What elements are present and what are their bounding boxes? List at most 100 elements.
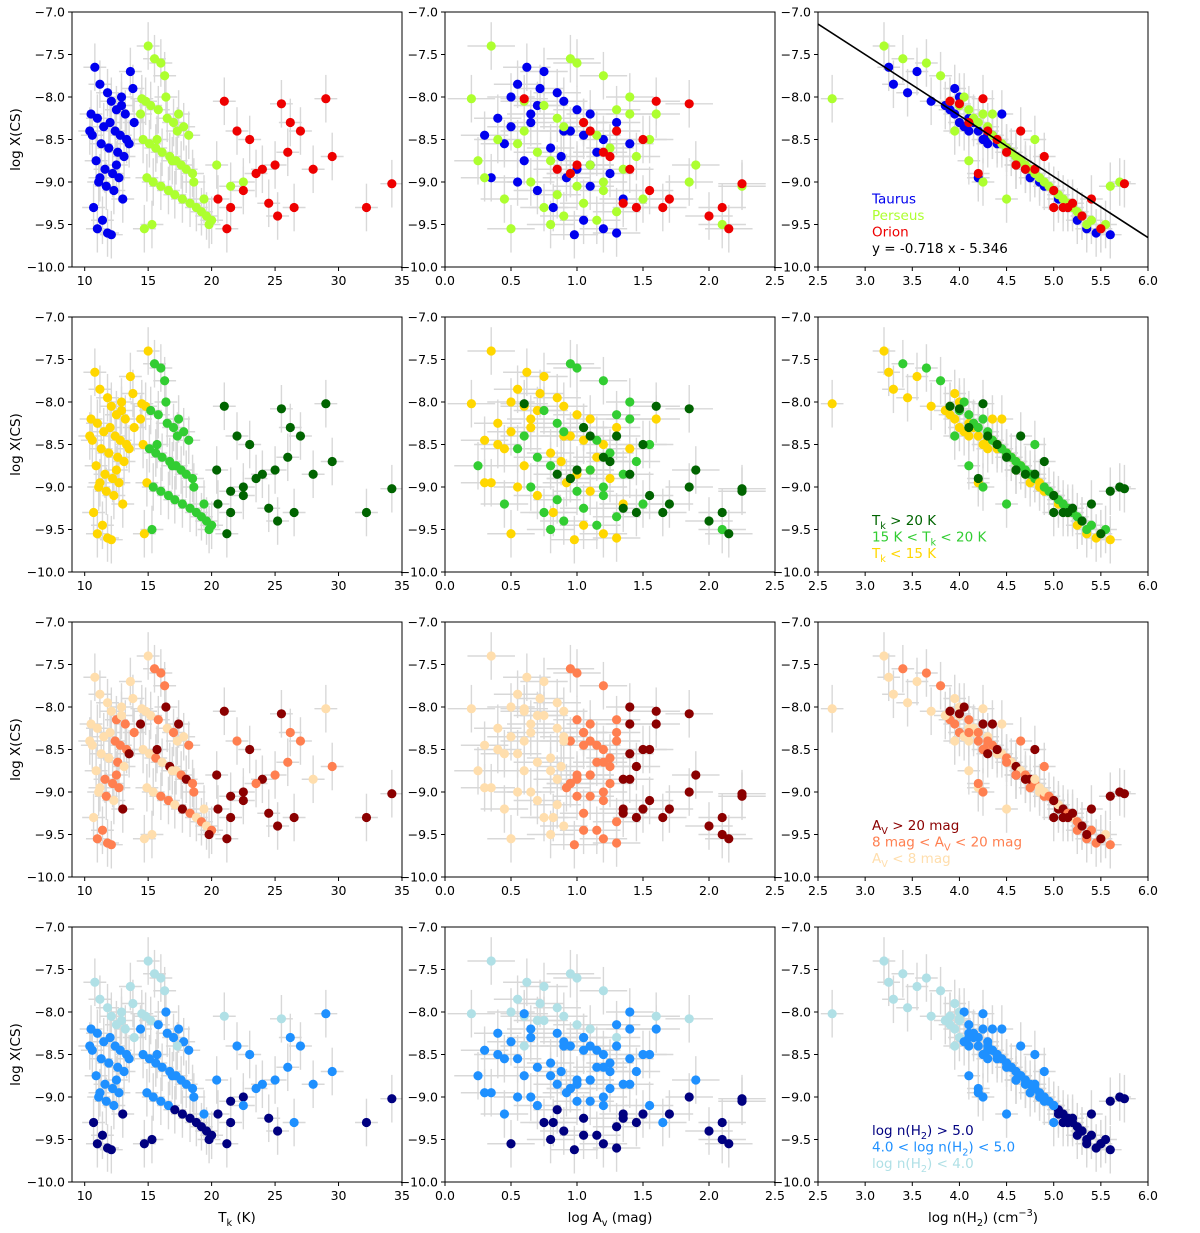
data-point-4-0-log-n-h-2-5-0 — [105, 1032, 115, 1043]
data-point-a-v-8-mag — [116, 702, 127, 712]
data-point-t-k-20-k — [973, 473, 983, 484]
plot-area — [447, 22, 766, 259]
data-point-8-mag-a-v-20-mag — [295, 736, 306, 746]
data-point-orion — [226, 202, 236, 213]
data-point-perseus — [572, 58, 582, 68]
x-tick-label: 4.0 — [949, 1188, 969, 1203]
data-point-orion — [1063, 202, 1073, 213]
y-tick-label: −10.0 — [27, 870, 65, 885]
data-point-log-n-h-2-5-0 — [1096, 1139, 1106, 1149]
data-point-log-n-h-2-5-0 — [539, 1117, 549, 1128]
data-point-t-k-15-k — [486, 346, 496, 356]
data-point-log-n-h-2-4-0 — [565, 969, 576, 979]
y-tick-label: −8.5 — [35, 437, 65, 452]
data-point-a-v-20-mag — [226, 791, 236, 801]
x-tick-label: 35 — [394, 883, 410, 898]
data-point-4-0-log-n-h-2-5-0 — [645, 1049, 655, 1060]
data-point-log-n-h-2-4-0 — [598, 986, 609, 996]
data-point-4-0-log-n-h-2-5-0 — [119, 1066, 129, 1077]
data-point-4-0-log-n-h-2-5-0 — [605, 1066, 615, 1077]
data-point-a-v-20-mag — [212, 770, 222, 780]
data-point-t-k-15-k — [100, 469, 110, 479]
x-tick-label: 5.5 — [1091, 578, 1111, 593]
data-point-t-k-15-k — [522, 367, 532, 377]
data-point-orion — [1086, 194, 1097, 204]
data-point-15-k-t-k-20-k — [598, 490, 609, 501]
x-tick-label: 25 — [267, 883, 283, 898]
data-point-perseus — [592, 130, 602, 140]
data-point-log-n-h-2-5-0 — [226, 1117, 236, 1128]
plot-area — [78, 22, 402, 259]
data-point-15-k-t-k-20-k — [157, 452, 167, 462]
data-point-perseus — [625, 92, 635, 102]
data-point-perseus — [598, 71, 609, 81]
data-point-t-k-20-k — [1077, 516, 1087, 526]
data-point-perseus — [964, 105, 974, 115]
data-point-a-v-8-mag — [321, 704, 331, 714]
data-point-8-mag-a-v-20-mag — [572, 668, 582, 678]
data-point-orion — [638, 134, 648, 145]
data-point-t-k-15-k — [539, 371, 549, 382]
data-point-t-k-15-k — [97, 520, 108, 530]
data-point-log-n-h-2-5-0 — [264, 1113, 274, 1123]
data-point-a-v-8-mag — [526, 787, 536, 797]
x-tick-label: 10 — [77, 1188, 93, 1203]
data-point-log-n-h-2-4-0 — [125, 981, 135, 992]
data-point-15-k-t-k-20-k — [898, 359, 908, 369]
data-point-15-k-t-k-20-k — [559, 427, 569, 437]
data-point-a-v-8-mag — [926, 706, 936, 716]
data-point-taurus — [106, 96, 116, 106]
data-point-t-k-15-k — [116, 397, 127, 407]
data-point-15-k-t-k-20-k — [204, 524, 214, 535]
data-point-taurus — [124, 139, 134, 149]
data-point-orion — [645, 185, 655, 196]
data-point-orion — [631, 202, 642, 213]
data-point-log-n-h-2-4-0 — [572, 1020, 582, 1030]
data-point-4-0-log-n-h-2-5-0 — [964, 1032, 974, 1043]
data-point-log-n-h-2-4-0 — [902, 1003, 913, 1013]
data-point-orion — [945, 96, 955, 106]
data-point-4-0-log-n-h-2-5-0 — [1049, 1100, 1059, 1111]
data-point-taurus — [526, 109, 536, 119]
data-point-15-k-t-k-20-k — [625, 414, 635, 424]
data-point-perseus — [1082, 219, 1092, 230]
data-point-4-0-log-n-h-2-5-0 — [499, 1109, 509, 1119]
data-point-t-k-15-k — [598, 439, 609, 450]
data-point-4-0-log-n-h-2-5-0 — [480, 1045, 490, 1055]
data-point-t-k-20-k — [226, 507, 236, 518]
data-point-a-v-8-mag — [1001, 804, 1012, 814]
x-tick-label: 30 — [331, 578, 347, 593]
y-tick-label: −8.0 — [781, 700, 811, 715]
data-point-a-v-8-mag — [539, 676, 549, 687]
data-point-t-k-15-k — [139, 529, 149, 539]
y-tick-label: −9.5 — [408, 522, 438, 537]
data-point-t-k-20-k — [724, 529, 734, 539]
data-point-t-k-20-k — [954, 404, 965, 414]
data-point-4-0-log-n-h-2-5-0 — [625, 1079, 635, 1089]
data-point-orion — [1011, 160, 1021, 170]
data-point-8-mag-a-v-20-mag — [585, 770, 595, 780]
data-point-15-k-t-k-20-k — [585, 465, 595, 475]
data-point-log-n-h-2-5-0 — [1105, 1145, 1115, 1155]
y-axis-label: log X(CS) — [8, 718, 24, 781]
data-point-t-k-20-k — [1105, 486, 1115, 496]
data-point-t-k-15-k — [120, 414, 130, 424]
y-tick-label: −9.0 — [35, 175, 65, 190]
data-point-taurus — [598, 224, 609, 234]
panel-r3-c3: −10.0 −9.5 −9.0 −8.5 −8.0 −7.5 −7.0 2.5 3.0 3.5 4.… — [773, 615, 1158, 899]
data-point-perseus — [177, 194, 188, 204]
data-point-8-mag-a-v-20-mag — [565, 736, 576, 746]
data-point-4-0-log-n-h-2-5-0 — [983, 1054, 993, 1064]
y-tick-label: −7.0 — [35, 5, 65, 20]
data-point-taurus — [902, 88, 913, 98]
data-point-t-k-20-k — [631, 507, 642, 518]
data-point-8-mag-a-v-20-mag — [232, 736, 242, 746]
data-point-8-mag-a-v-20-mag — [592, 757, 602, 767]
data-point-8-mag-a-v-20-mag — [129, 727, 139, 738]
data-point-a-v-20-mag — [152, 744, 162, 755]
data-point-t-k-15-k — [987, 414, 998, 424]
data-point-4-0-log-n-h-2-5-0 — [546, 1058, 556, 1068]
data-point-orion — [232, 126, 242, 136]
data-point-8-mag-a-v-20-mag — [283, 757, 293, 767]
